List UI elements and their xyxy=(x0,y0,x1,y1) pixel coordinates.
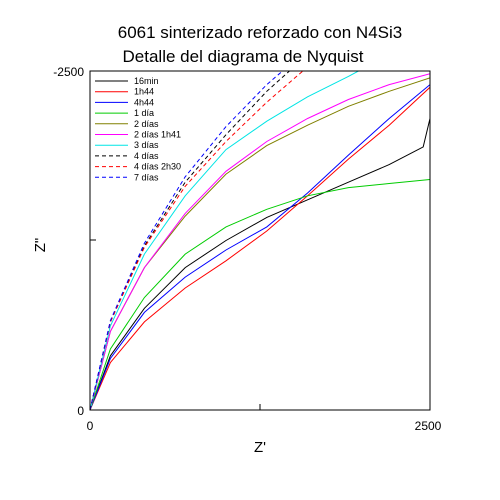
series-line-6 xyxy=(90,71,360,410)
x-tick-label-0: 0 xyxy=(87,419,94,433)
legend-label-0: 16min xyxy=(134,76,159,86)
series-line-5 xyxy=(90,73,430,410)
legend-label-4: 2 días xyxy=(134,119,159,129)
x-tick-label-2500: 2500 xyxy=(415,419,442,433)
series-line-3 xyxy=(90,179,430,410)
series-line-9 xyxy=(90,71,284,410)
chart-subtitle: Detalle del diagrama de Nyquist xyxy=(123,47,364,66)
x-axis-label: Z' xyxy=(254,439,266,456)
y-tick-label-top: -2500 xyxy=(53,65,84,79)
legend-label-3: 1 día xyxy=(134,108,154,118)
legend-label-1: 1h44 xyxy=(134,87,154,97)
series-line-1 xyxy=(90,86,430,410)
chart-title: 6061 sinterizado reforzado con N4Si3 xyxy=(118,23,402,42)
series-line-0 xyxy=(90,118,430,410)
legend-label-6: 3 días xyxy=(134,140,159,150)
legend-label-7: 4 días xyxy=(134,151,159,161)
legend-label-9: 7 días xyxy=(134,172,159,182)
legend-label-8: 4 días 2h30 xyxy=(134,162,181,172)
series-line-2 xyxy=(90,84,430,410)
legend-label-5: 2 días 1h41 xyxy=(134,130,181,140)
legend-label-2: 4h44 xyxy=(134,97,154,107)
y-axis-label: Z" xyxy=(32,238,49,253)
series-layer xyxy=(90,71,430,410)
y-tick-label-0: 0 xyxy=(77,404,84,418)
